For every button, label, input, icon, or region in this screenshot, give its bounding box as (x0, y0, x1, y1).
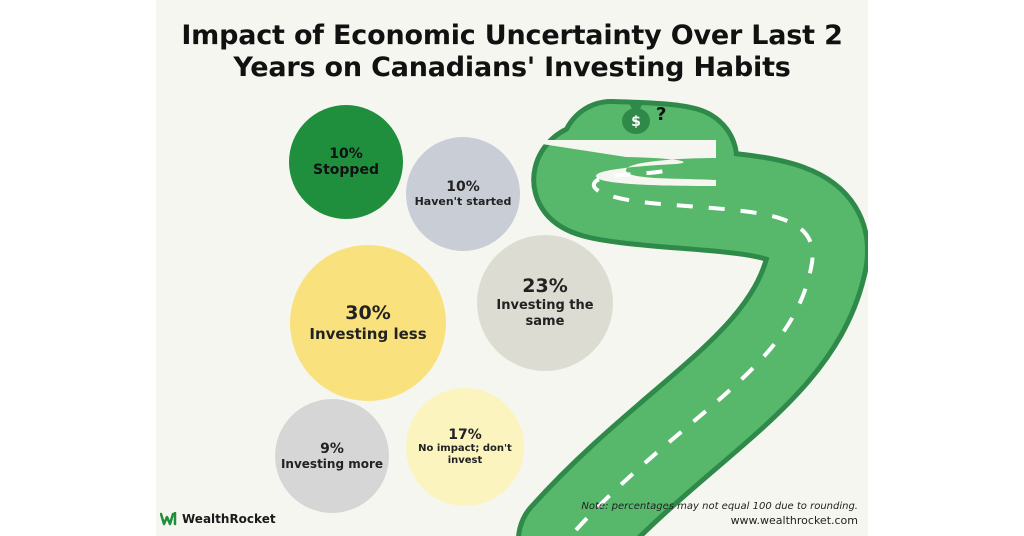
bubble-investing-less: 30% Investing less (290, 245, 446, 401)
bubble-investing-the-same: 23% Investing the same (476, 234, 614, 372)
bubble-haven-t-started: 10% Haven't started (406, 137, 520, 251)
winding-road-illustration: $ ? (516, 99, 868, 536)
bubble-label: No impact; don't invest (418, 443, 512, 467)
brand-logo: WealthRocket (160, 512, 276, 526)
title-line-2: Years on Canadians' Investing Habits (233, 52, 791, 83)
question-mark-icon: ? (656, 104, 666, 125)
title-line-1: Impact of Economic Uncertainty Over Last… (181, 20, 843, 51)
road-taper-mask (516, 140, 716, 186)
road-shape (516, 99, 868, 536)
svg-text:$: $ (631, 114, 641, 130)
bubble-value: 23% (522, 275, 568, 298)
bubble-no-impact-don-t-invest: 17% No impact; don't invest (406, 388, 524, 506)
rounding-note: Note: percentages may not equal 100 due … (581, 501, 858, 512)
bubble-value: 17% (448, 426, 482, 443)
bubble-value: 10% (446, 179, 480, 196)
website-url: www.wealthrocket.com (730, 514, 858, 527)
road-dashes (574, 166, 815, 532)
chart-title: Impact of Economic Uncertainty Over Last… (156, 20, 868, 84)
road-surface (521, 104, 865, 536)
infographic-canvas: Impact of Economic Uncertainty Over Last… (156, 0, 868, 536)
bubble-value: 30% (345, 302, 391, 325)
brand-name: WealthRocket (182, 512, 276, 526)
bubble-label: Investing more (280, 456, 384, 471)
bubble-value: 10% (329, 145, 363, 162)
bubble-label: Investing less (309, 324, 427, 343)
bubble-label: Investing the same (496, 298, 594, 329)
wealthrocket-logo-icon (160, 512, 177, 526)
money-bag-icon: $ (622, 103, 650, 134)
bubble-label: Stopped (313, 161, 379, 178)
bubble-investing-more: 9% Investing more (275, 399, 389, 513)
bubble-label: Haven't started (414, 195, 512, 209)
bubble-stopped: 10% Stopped (289, 105, 403, 219)
bubble-value: 9% (320, 440, 344, 457)
